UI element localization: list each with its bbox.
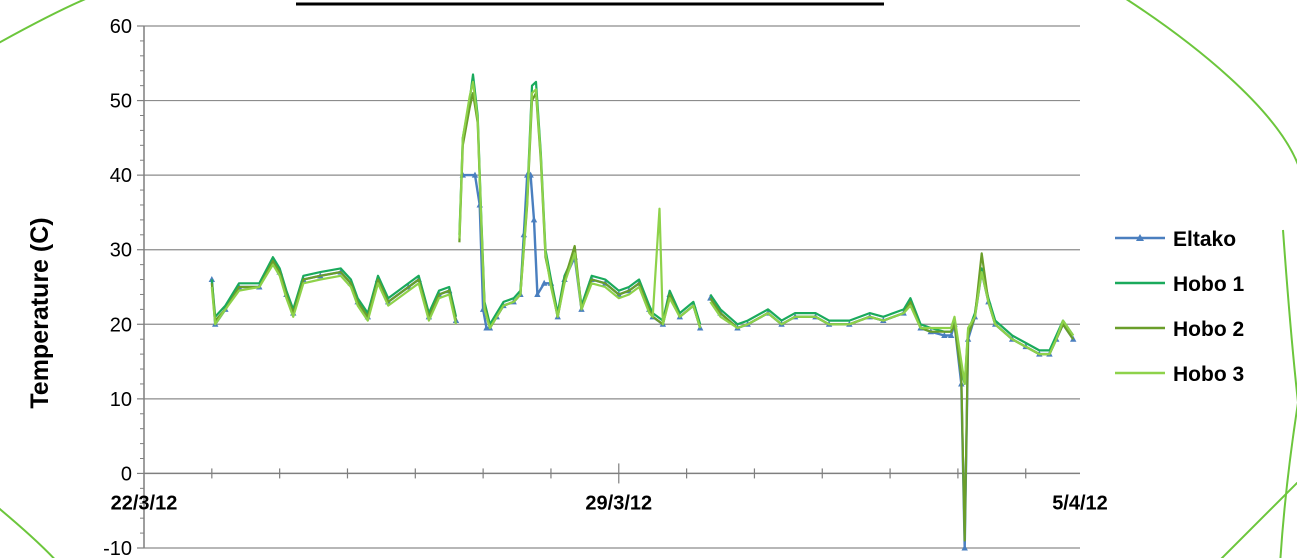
eltako-marker [540,279,548,286]
eltako-marker [947,331,955,338]
eltako-marker [530,216,538,223]
gridlines [144,25,1080,549]
decor-curve [1220,481,1297,558]
y-tick-label: 40 [110,165,132,187]
decor-curve [0,507,55,558]
decor-curve [1125,0,1297,166]
eltako-marker [471,171,479,178]
legend-label: Hobo 2 [1173,318,1244,341]
eltako-marker [534,290,541,297]
y-tick-label: 20 [110,314,132,336]
axes [143,26,1080,548]
eltako-marker [961,544,968,551]
series-lines [208,73,1077,551]
y-axis-title: Temperature (C) [26,217,54,408]
x-tick-label: 29/3/12 [585,492,652,514]
x-tick-label: 22/3/12 [111,492,178,514]
y-tick-label: 50 [110,91,132,113]
y-tick-label: -10 [103,538,132,558]
series-line-hobo-3 [210,80,1075,385]
decor-curve [0,0,86,44]
y-axis-ticks: -10 0 10 20 30 40 50 60 [103,16,144,558]
y-tick-label: 10 [110,389,132,411]
y-tick-label: 0 [121,463,132,485]
y-tick-label: 60 [110,16,132,38]
legend-label: Hobo 1 [1173,273,1244,296]
decor-curve [1279,402,1297,558]
eltako-marker [941,331,948,338]
decor-curve [1282,229,1297,403]
eltako-marker [208,276,216,283]
legend-marker [1136,234,1144,241]
x-axis-ticks: 22/3/12 29/3/12 5/4/12 [111,463,1108,514]
y-tick-label: 30 [110,240,132,262]
legend-label: Eltako [1173,228,1236,251]
legend: Eltako Hobo 1 Hobo 2 Hobo 3 [1115,228,1244,386]
legend-label: Hobo 3 [1173,363,1244,386]
x-tick-label: 5/4/12 [1052,492,1108,514]
